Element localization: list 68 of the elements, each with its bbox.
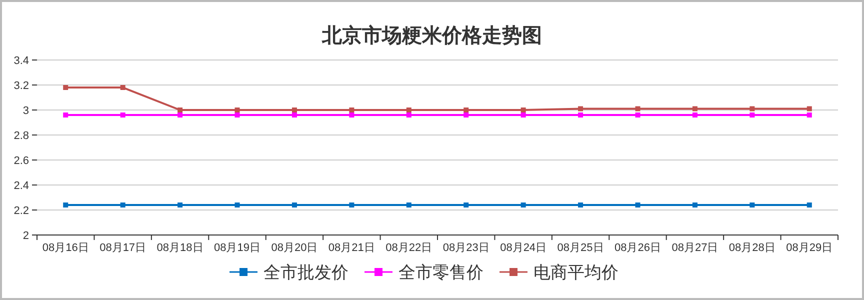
point <box>178 112 183 118</box>
point <box>520 108 526 112</box>
y-tick-label: 2.6 <box>14 155 29 167</box>
x-tick-label: 08月20日 <box>271 242 318 254</box>
y-tick-label: 3.2 <box>14 80 29 92</box>
x-tick-label: 08月21日 <box>328 242 375 254</box>
point <box>292 202 297 208</box>
point <box>578 106 584 112</box>
y-tick-label: 3.4 <box>14 55 29 67</box>
point <box>63 85 68 90</box>
x-tick-label: 08月25日 <box>557 242 604 254</box>
legend-label: 电商平均价 <box>534 263 618 282</box>
point <box>464 202 469 208</box>
chart-title: 北京市场粳米价格走势图 <box>321 24 542 47</box>
point <box>635 202 640 208</box>
point <box>292 112 297 118</box>
point <box>234 202 240 208</box>
point <box>806 106 812 112</box>
point <box>635 106 640 112</box>
point <box>692 202 698 208</box>
point <box>750 106 755 112</box>
point <box>349 112 354 118</box>
point <box>464 108 469 112</box>
point <box>520 112 526 118</box>
point <box>178 108 183 112</box>
point <box>63 202 68 208</box>
point <box>750 202 755 208</box>
x-tick-label: 08月23日 <box>442 242 490 254</box>
x-tick-label: 08月24日 <box>500 242 547 254</box>
point <box>806 112 812 118</box>
point <box>178 202 183 208</box>
point <box>406 112 412 118</box>
legend-label: 全市零售价 <box>398 263 484 282</box>
y-tick-label: 2.8 <box>14 130 29 142</box>
point <box>349 202 354 208</box>
point <box>292 108 297 112</box>
point <box>120 85 126 90</box>
point <box>406 108 412 112</box>
point <box>692 112 698 118</box>
y-tick-label: 2.4 <box>14 180 29 192</box>
point <box>234 108 240 112</box>
x-tick-label: 08月22日 <box>386 242 432 254</box>
x-tick-label: 08月18日 <box>156 242 204 254</box>
x-tick-label: 08月19日 <box>214 242 260 254</box>
point <box>806 202 812 208</box>
x-tick-label: 08月16日 <box>42 242 89 254</box>
y-tick-label: 2.2 <box>14 205 29 217</box>
point <box>692 106 698 112</box>
x-tick-label: 08月17日 <box>100 242 146 254</box>
x-tick-label: 08月28日 <box>728 242 776 254</box>
legend-label: 全市批发价 <box>264 263 348 282</box>
x-tick-label: 08月26日 <box>614 242 661 254</box>
point <box>349 108 354 112</box>
point <box>234 112 240 118</box>
point <box>406 202 412 208</box>
point <box>750 112 755 118</box>
point <box>120 112 126 118</box>
point <box>464 112 469 118</box>
point <box>63 112 68 118</box>
point <box>120 202 126 208</box>
point <box>520 202 526 208</box>
y-tick-label: 2 <box>22 230 29 242</box>
point <box>578 112 584 118</box>
point <box>578 202 584 208</box>
point <box>635 112 640 118</box>
x-tick-label: 08月29日 <box>786 242 833 254</box>
x-tick-label: 08月27日 <box>672 242 718 254</box>
y-tick-label: 3 <box>22 105 29 117</box>
